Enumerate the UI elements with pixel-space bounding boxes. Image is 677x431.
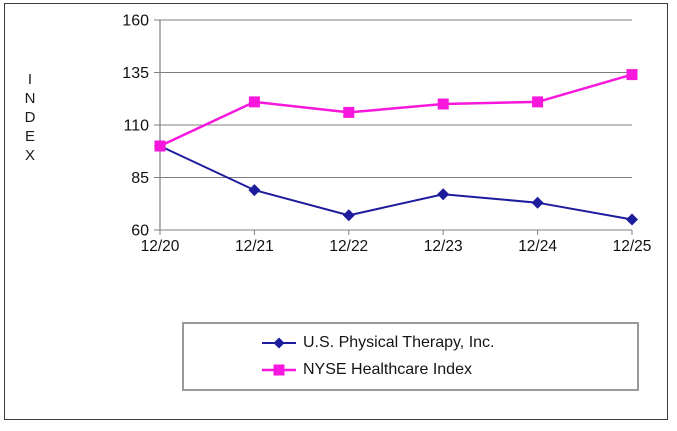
y-tick-label: 160 [122, 13, 149, 30]
legend-label-nyse: NYSE Healthcare Index [303, 360, 472, 378]
data-point-square [248, 96, 260, 108]
data-point-diamond [248, 184, 261, 197]
y-tick-label: 85 [131, 170, 149, 187]
square-line-icon [262, 364, 296, 375]
legend-item-nyse: NYSE Healthcare Index [262, 359, 637, 380]
x-tick-label: 12/21 [235, 238, 274, 255]
diamond-line-icon [262, 337, 296, 348]
data-point-square [437, 98, 449, 110]
x-tick-label: 12/22 [329, 238, 368, 255]
data-point-diamond [531, 196, 544, 209]
legend: U.S. Physical Therapy, Inc. NYSE Healthc… [182, 322, 639, 391]
data-point-square [343, 106, 355, 118]
series-line-0 [159, 145, 633, 221]
legend-label-usph: U.S. Physical Therapy, Inc. [303, 333, 495, 351]
data-point-square [626, 69, 638, 81]
axes [154, 19, 633, 235]
x-tick-label: 12/24 [518, 238, 557, 255]
data-point-diamond [626, 213, 638, 226]
x-tick-label: 12/23 [424, 238, 463, 255]
data-point-square [154, 140, 166, 152]
legend-item-usph: U.S. Physical Therapy, Inc. [262, 332, 637, 353]
gridlines [160, 19, 632, 231]
data-series [154, 69, 638, 226]
series-line-1 [159, 73, 633, 148]
x-tick-label: 12/25 [613, 238, 652, 255]
data-point-diamond [437, 188, 450, 201]
y-axis-label: I N D E X [24, 71, 36, 164]
x-tick-label: 12/20 [141, 238, 180, 255]
data-point-square [532, 96, 544, 108]
y-tick-label: 60 [131, 223, 149, 240]
y-tick-label: 110 [123, 118, 149, 135]
data-point-diamond [342, 209, 355, 222]
y-tick-label: 135 [122, 65, 149, 82]
